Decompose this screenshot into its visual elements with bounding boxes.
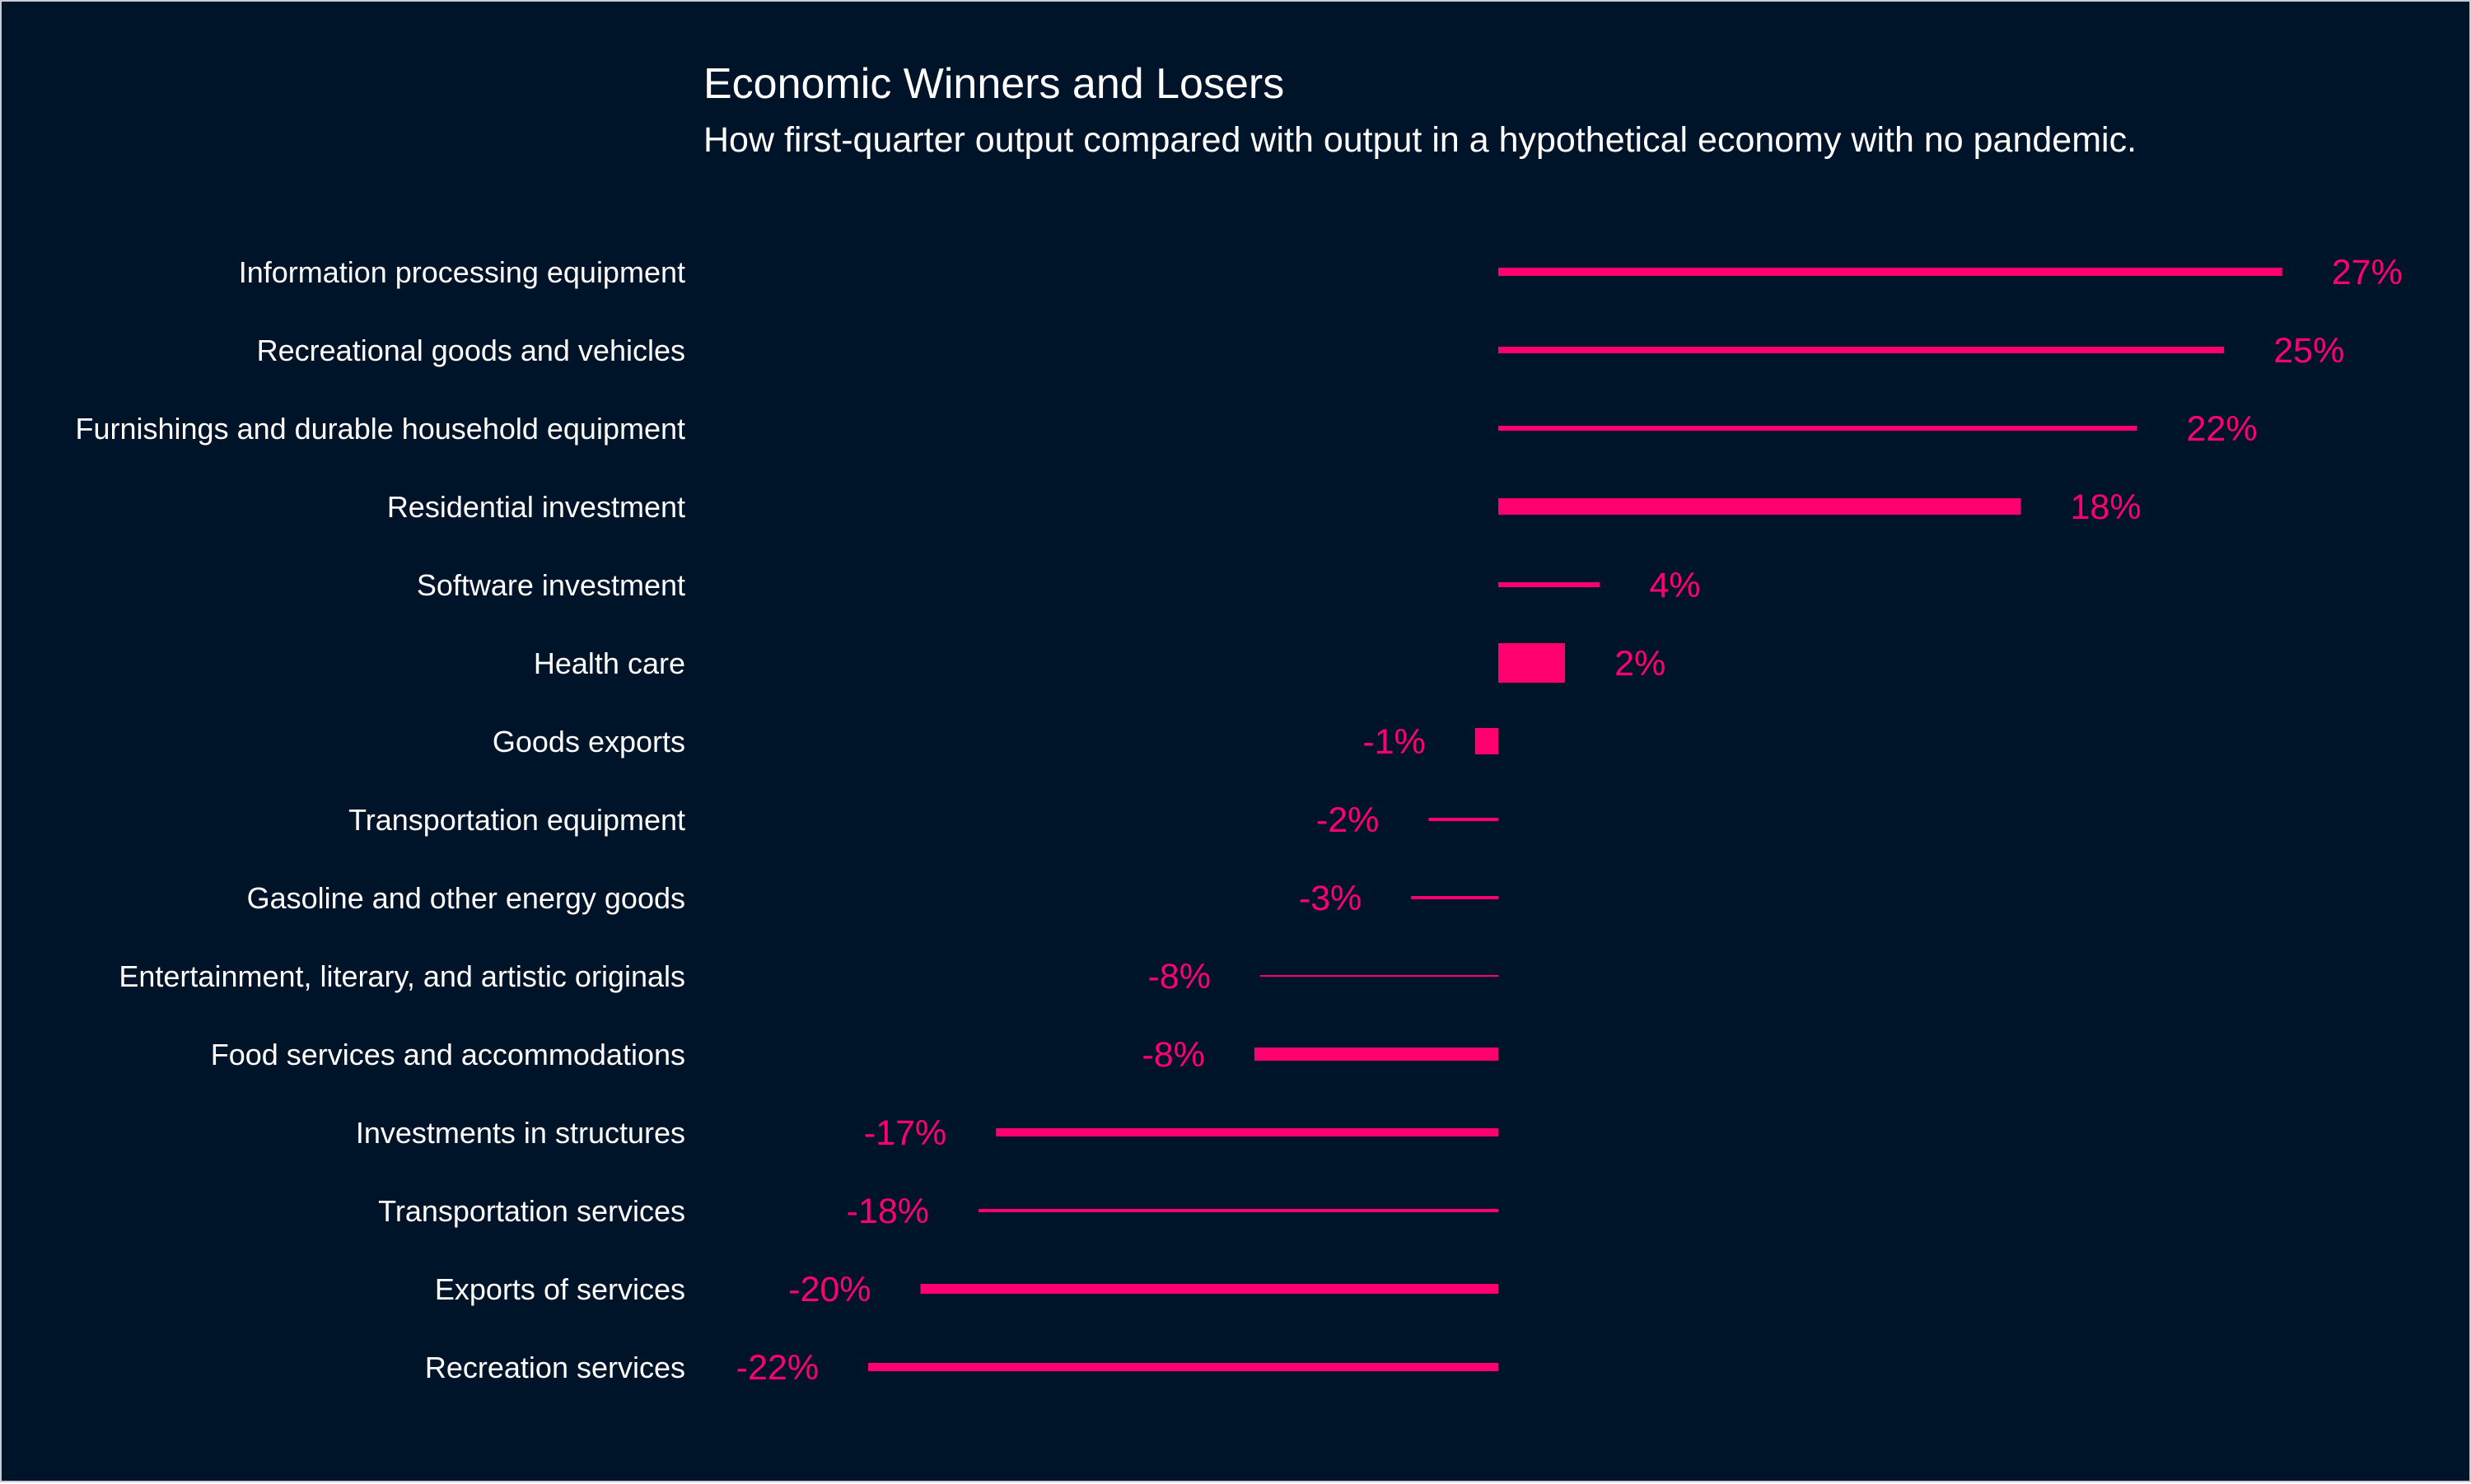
bar-13: [920, 1284, 1498, 1294]
value-label: 27%: [2332, 253, 2403, 292]
category-label: Exports of services: [435, 1272, 685, 1306]
category-label: Food services and accommodations: [211, 1038, 685, 1071]
bar-11: [996, 1128, 1498, 1136]
category-labels-group: Information processing equipment Recreati…: [75, 255, 685, 1384]
bar-6: [1474, 728, 1498, 754]
value-label: 2%: [1614, 644, 1665, 684]
value-label: -8%: [1147, 957, 1210, 996]
value-label: -18%: [847, 1192, 929, 1231]
bar-5: [1498, 643, 1566, 683]
value-label: 4%: [1649, 566, 1700, 605]
category-label: Gasoline and other energy goods: [247, 881, 685, 915]
bar-7: [1428, 818, 1498, 821]
chart-title: Economic Winners and Losers: [703, 60, 1285, 108]
category-label: Entertainment, literary, and artistic or…: [119, 959, 685, 993]
value-label: -22%: [736, 1348, 819, 1388]
category-label: Residential investment: [387, 490, 685, 524]
bar-12: [979, 1209, 1498, 1212]
value-label: -20%: [788, 1270, 871, 1309]
bar-8: [1411, 896, 1498, 899]
bar-14: [868, 1363, 1498, 1371]
value-label: 25%: [2273, 331, 2344, 371]
value-label: -8%: [1142, 1035, 1204, 1075]
category-label: Transportation services: [378, 1194, 685, 1228]
category-label: Recreational goods and vehicles: [257, 334, 685, 367]
value-label: -3%: [1299, 879, 1362, 918]
category-label: Transportation equipment: [348, 803, 685, 837]
bar-3: [1498, 498, 2021, 515]
category-label: Information processing equipment: [239, 255, 685, 289]
bar-10: [1254, 1048, 1498, 1061]
category-label: Recreation services: [425, 1351, 685, 1384]
bar-1: [1498, 347, 2225, 353]
bar-0: [1498, 268, 2282, 276]
category-label: Investments in structures: [356, 1116, 685, 1150]
bars-group: [868, 268, 2282, 1371]
value-label: 22%: [2187, 409, 2258, 449]
bar-9: [1259, 975, 1498, 977]
value-label: -17%: [864, 1113, 946, 1153]
value-label: 18%: [2071, 488, 2142, 527]
value-label: -1%: [1362, 722, 1425, 762]
category-label: Software investment: [417, 568, 685, 602]
bar-4: [1498, 582, 1600, 587]
value-label: -2%: [1316, 800, 1379, 840]
value-labels-group: 27% 25% 22% 18% 4% 2% -1% -2% -3% -8% -8% -17% -18% -…: [736, 253, 2403, 1388]
chart-subtitle: How first-quarter output compared with o…: [703, 120, 2137, 160]
bar-2: [1498, 426, 2137, 431]
category-label: Furnishings and durable household equipm…: [75, 412, 685, 446]
category-label: Goods exports: [493, 725, 685, 758]
category-label: Health care: [534, 646, 685, 680]
